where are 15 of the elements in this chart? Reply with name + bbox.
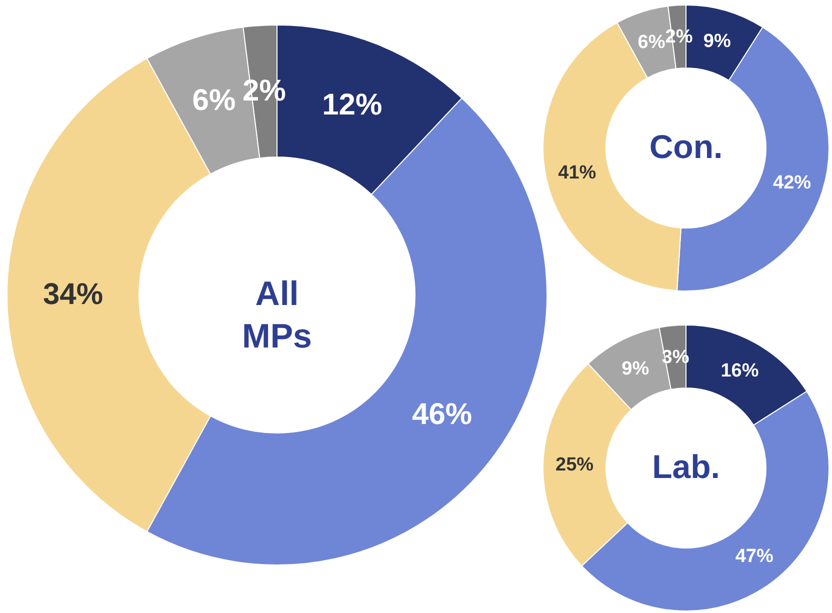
data-label: 12%	[322, 88, 382, 122]
data-label: 16%	[720, 360, 759, 382]
text: All MPs	[242, 275, 312, 356]
data-label: 6%	[192, 84, 236, 117]
data-label: 6%	[638, 32, 666, 53]
data-label: 47%	[735, 546, 774, 568]
data-label: 9%	[622, 358, 650, 380]
data-label: 34%	[42, 278, 104, 311]
text: Lab.	[652, 448, 720, 485]
data-label: 25%	[556, 454, 594, 476]
data-label: 42%	[773, 172, 812, 194]
data-label: 9%	[703, 30, 731, 52]
text: Con.	[649, 128, 723, 165]
data-label: 41%	[558, 162, 596, 184]
data-label: 46%	[412, 398, 472, 431]
